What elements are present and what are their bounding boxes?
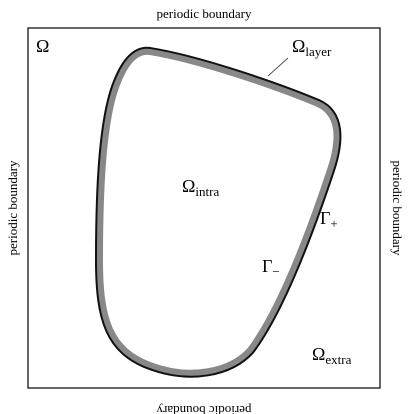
left-boundary-label: periodic boundary <box>5 160 20 255</box>
symbol: Ω <box>182 176 195 196</box>
right-boundary-label: periodic boundary <box>390 161 405 256</box>
periodic-cell <box>27 27 381 389</box>
bottom-boundary-label: periodic boundary <box>156 403 251 414</box>
symbol: Γ <box>262 256 272 276</box>
gamma-plus-label: Γ+ <box>320 208 338 231</box>
extra-label: Ωextra <box>312 344 352 367</box>
symbol: Ω <box>312 344 325 364</box>
gamma-minus-label: Γ− <box>262 256 280 279</box>
layer-leader <box>267 57 289 77</box>
omega-label: Ω <box>36 36 49 56</box>
symbol: Γ <box>320 208 330 228</box>
subscript: − <box>272 264 279 279</box>
subscript: extra <box>325 352 351 367</box>
subscript: intra <box>195 184 219 199</box>
subscript: layer <box>305 44 332 59</box>
symbol: Ω <box>292 36 305 56</box>
top-boundary-label: periodic boundary <box>157 6 252 21</box>
subscript: + <box>330 216 337 231</box>
layer-label: Ωlayer <box>292 36 332 59</box>
layer-fill <box>96 48 340 376</box>
intra-label: Ωintra <box>182 176 219 199</box>
